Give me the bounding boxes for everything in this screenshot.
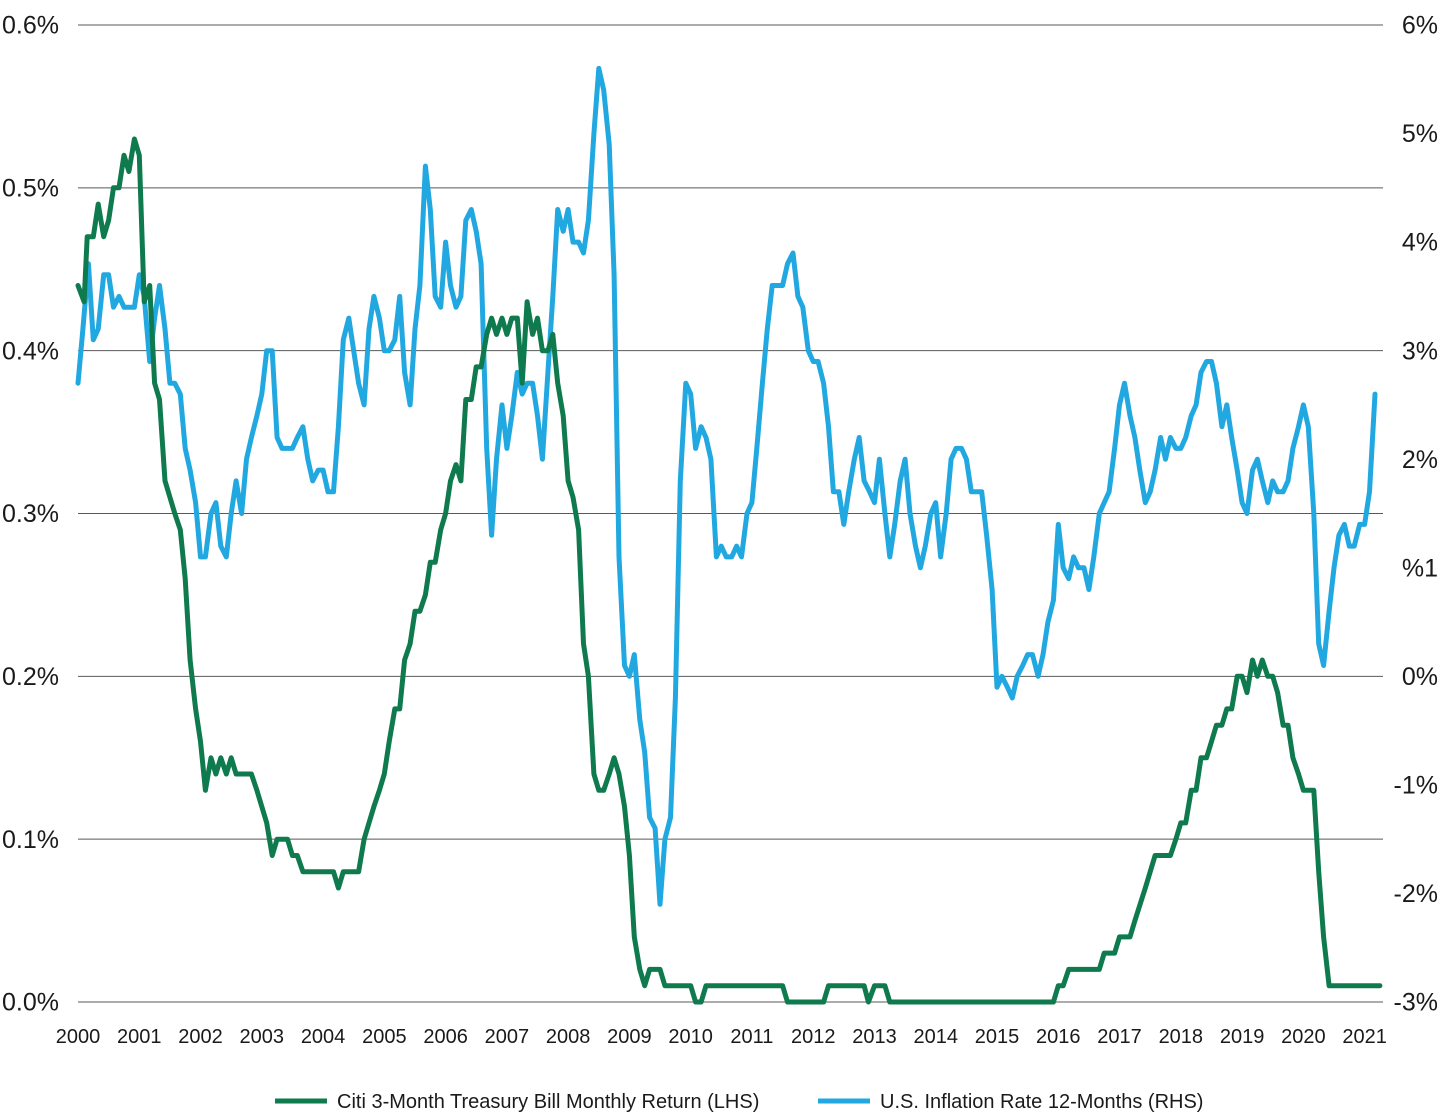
x-tick-label: 2016 bbox=[1036, 1026, 1081, 1048]
left-tick-label: 0.1% bbox=[2, 826, 59, 854]
left-tick-label: 0.4% bbox=[2, 337, 59, 365]
x-tick-label: 2021 bbox=[1342, 1026, 1387, 1048]
x-tick-label: 2000 bbox=[56, 1026, 101, 1048]
x-tick-label: 2009 bbox=[607, 1026, 652, 1048]
x-tick-label: 2018 bbox=[1159, 1026, 1204, 1048]
right-tick-label: 2% bbox=[1402, 446, 1438, 474]
x-tick-label: 2003 bbox=[240, 1026, 285, 1048]
x-tick-label: 2005 bbox=[362, 1026, 407, 1048]
left-tick-label: 0.6% bbox=[2, 12, 59, 40]
x-tick-label: 2007 bbox=[485, 1026, 530, 1048]
legend-label: U.S. Inflation Rate 12-Months (RHS) bbox=[880, 1091, 1203, 1113]
right-tick-label: -1% bbox=[1394, 771, 1438, 799]
x-tick-label: 2020 bbox=[1281, 1026, 1326, 1048]
right-tick-label: -3% bbox=[1394, 989, 1438, 1017]
left-tick-label: 0.0% bbox=[2, 989, 59, 1017]
x-tick-label: 2019 bbox=[1220, 1026, 1265, 1048]
series-lines bbox=[75, 65, 1383, 1005]
x-tick-label: 2001 bbox=[117, 1026, 162, 1048]
x-tick-label: 2010 bbox=[668, 1026, 713, 1048]
left-axis-tick-labels: 0.6% 0.5% 0.4% 0.3% 0.2% 0.1% 0.0% bbox=[2, 12, 59, 1017]
right-tick-label: -2% bbox=[1394, 880, 1438, 908]
grid-lines bbox=[78, 24, 1383, 1003]
left-tick-label: 0.3% bbox=[2, 500, 59, 528]
left-tick-label: 0.2% bbox=[2, 663, 59, 691]
left-tick-label: 0.5% bbox=[2, 174, 59, 202]
right-tick-label: 3% bbox=[1402, 337, 1438, 365]
x-tick-label: 2011 bbox=[730, 1026, 773, 1048]
right-tick-label: %1 bbox=[1402, 554, 1438, 582]
x-tick-label: 2006 bbox=[423, 1026, 468, 1048]
x-tick-label: 2008 bbox=[546, 1026, 591, 1048]
series-line-inflation bbox=[75, 65, 1378, 907]
right-tick-label: 6% bbox=[1402, 12, 1438, 40]
right-axis-tick-labels: 6% 5% 4% 3% 2% %1 0% -1% -2% -3% bbox=[1394, 12, 1438, 1017]
x-tick-label: 2002 bbox=[178, 1026, 223, 1048]
x-tick-label: 2013 bbox=[852, 1026, 897, 1048]
x-tick-label: 2014 bbox=[913, 1026, 958, 1048]
legend: Citi 3-Month Treasury Bill Monthly Retur… bbox=[275, 1091, 1203, 1113]
x-axis-tick-labels: 2000 2001 2002 2003 2004 2005 2006 2007 2008 2009… bbox=[56, 1026, 1387, 1048]
x-tick-label: 2004 bbox=[301, 1026, 346, 1048]
x-tick-label: 2012 bbox=[791, 1026, 836, 1048]
x-tick-label: 2017 bbox=[1097, 1026, 1142, 1048]
right-tick-label: 0% bbox=[1402, 663, 1438, 691]
legend-label: Citi 3-Month Treasury Bill Monthly Retur… bbox=[337, 1091, 759, 1113]
x-tick-label: 2015 bbox=[975, 1026, 1020, 1048]
right-tick-label: 4% bbox=[1402, 229, 1438, 257]
series-line-tbill bbox=[75, 136, 1383, 1005]
right-tick-label: 5% bbox=[1402, 120, 1438, 148]
